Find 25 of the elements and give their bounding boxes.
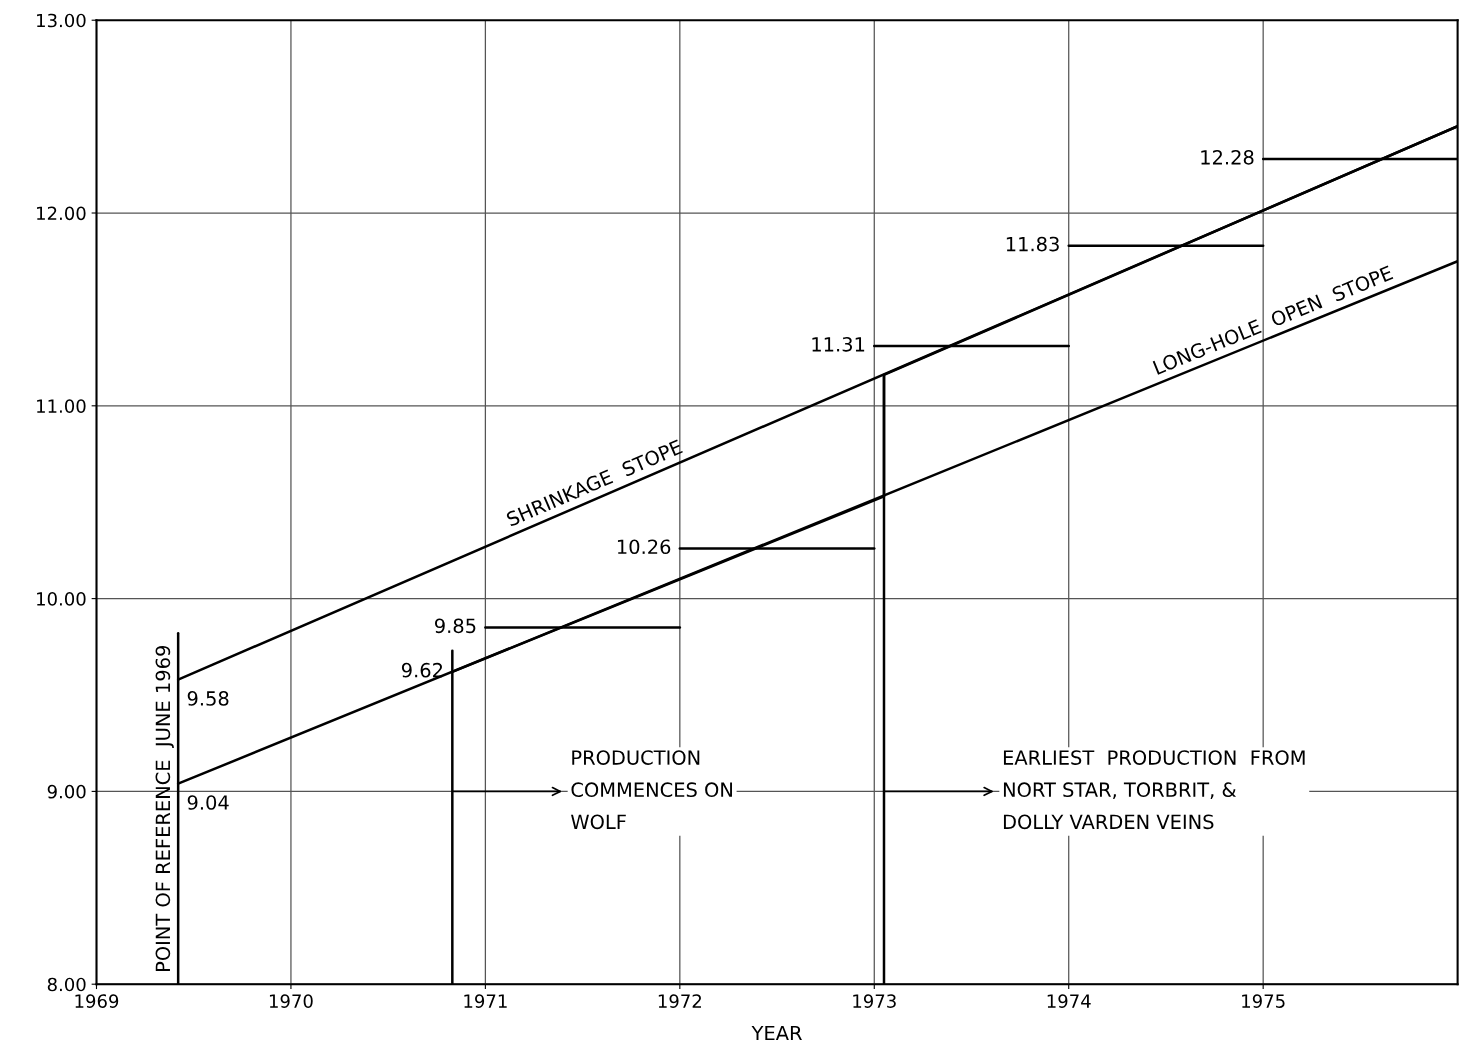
x-tick-label: 1974 bbox=[1047, 994, 1091, 1008]
data-label: 9.85 bbox=[434, 618, 476, 634]
x-axis-title: YEAR bbox=[751, 1025, 802, 1041]
x-tick-label: 1973 bbox=[853, 994, 896, 1008]
data-label: 9.62 bbox=[401, 662, 443, 678]
data-label: 10.26 bbox=[617, 539, 671, 555]
data-label: 11.31 bbox=[812, 336, 865, 352]
x-tick-label: 1970 bbox=[269, 994, 313, 1008]
data-label: 12.28 bbox=[1201, 149, 1254, 165]
annotation: EARLIEST PRODUCTION FROM NORT STAR, TORBRIT, & DOLLY VARDEN VEINS bbox=[1003, 750, 1305, 830]
y-tick-label: 11.00 bbox=[37, 399, 86, 413]
x-tick-label: 1971 bbox=[464, 994, 507, 1008]
annotation: PRODUCTION COMMENCES ON WOLF bbox=[571, 750, 732, 830]
y-tick-label: 8.00 bbox=[47, 977, 86, 992]
data-label: 11.83 bbox=[1006, 236, 1059, 252]
data-label: 9.04 bbox=[187, 795, 229, 810]
y-tick-label: 13.00 bbox=[37, 13, 86, 28]
y-tick-label: 12.00 bbox=[37, 206, 86, 221]
text: POINT OF REFERENCE JUNE 1969 bbox=[155, 645, 174, 972]
data-label: 9.58 bbox=[187, 691, 229, 706]
x-tick-label: 1975 bbox=[1242, 994, 1285, 1008]
y-tick-label: 10.00 bbox=[37, 592, 86, 606]
y-tick-label: 9.00 bbox=[47, 784, 86, 799]
x-tick-label: 1972 bbox=[658, 994, 701, 1008]
x-tick-label: 1969 bbox=[75, 994, 119, 1008]
